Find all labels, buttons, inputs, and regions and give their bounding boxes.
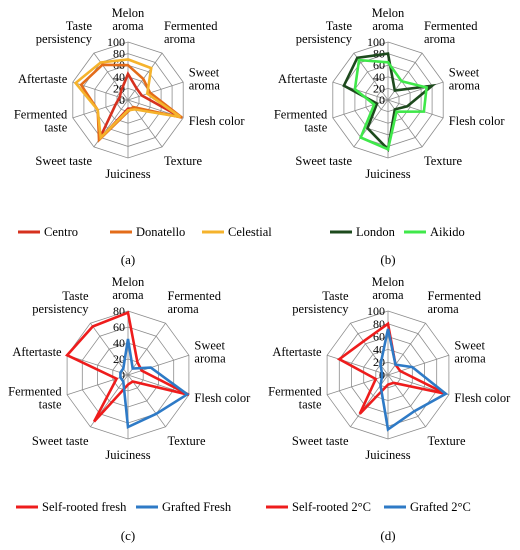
legend-entry: London: [356, 225, 396, 239]
tick-label: 100: [367, 304, 385, 318]
axis-label: Taste persistency: [36, 19, 93, 46]
axis-label: Taste persistency: [292, 289, 349, 316]
axis-label: Fermented aroma: [424, 19, 478, 46]
axis-spoke: [387, 52, 423, 101]
panel-label: (c): [121, 528, 135, 543]
axis-spoke: [387, 99, 423, 148]
axis-label: Aftertaste: [272, 345, 322, 359]
axis-label: Sweet aroma: [449, 66, 481, 93]
axis-spoke: [72, 99, 129, 119]
series-line: [73, 58, 182, 141]
axis-label: Melon aroma: [112, 6, 145, 33]
axis-label: Juiciness: [365, 448, 410, 462]
axis-spoke: [127, 374, 166, 428]
axis-label: Juiciness: [365, 167, 410, 181]
axis-label: Fermented taste: [8, 384, 62, 411]
axis-label: Fermented aroma: [168, 289, 222, 316]
axis-label: Fermented taste: [14, 108, 68, 135]
axis-spoke: [387, 354, 450, 376]
axis-label: Fermented taste: [274, 108, 328, 135]
axis-spoke: [353, 99, 389, 148]
series-line: [79, 63, 183, 143]
legend-entry: Centro: [44, 225, 78, 239]
axis-spoke: [332, 81, 389, 101]
axis-label: Aftertaste: [278, 72, 328, 86]
axis-label: Flesh color: [454, 391, 511, 405]
axis-label: Aftertaste: [18, 72, 68, 86]
axis-label: Sweet taste: [292, 434, 349, 448]
axis-label: Texture: [164, 154, 202, 168]
axis-spoke: [387, 322, 426, 376]
axis-label: Fermented aroma: [428, 289, 482, 316]
axis-label: Sweet aroma: [194, 339, 226, 366]
axis-label: Juiciness: [105, 167, 150, 181]
legend-entry: Celestial: [228, 225, 272, 239]
axis-label: Taste persistency: [32, 289, 89, 316]
axis-label: Sweet taste: [295, 154, 352, 168]
axis-label: Texture: [424, 154, 462, 168]
tick-label: 0: [119, 368, 125, 382]
axis-spoke: [387, 99, 444, 119]
panel-label: (d): [380, 528, 395, 543]
axis-label: Flesh color: [449, 114, 506, 128]
series-line: [97, 70, 182, 141]
tick-label: 0: [379, 93, 385, 107]
axis-label: Texture: [168, 434, 206, 448]
tick-label: 40: [373, 70, 385, 84]
tick-label: 20: [373, 81, 385, 95]
tick-label: 100: [107, 35, 125, 49]
axis-label: Taste persistency: [296, 19, 353, 46]
axis-spoke: [326, 374, 389, 396]
axis-spoke: [127, 322, 166, 376]
tick-label: 0: [119, 93, 125, 107]
axis-label: Juiciness: [105, 448, 150, 462]
panel-label: (b): [380, 252, 395, 267]
tick-label: 100: [367, 35, 385, 49]
legend-entry: Grafted 2°C: [410, 500, 471, 514]
legend-entry: Self-rooted fresh: [42, 500, 127, 514]
panel-label: (a): [121, 252, 135, 267]
axis-spoke: [93, 52, 129, 101]
axis-label: Sweet taste: [35, 154, 92, 168]
legend-entry: Donatello: [136, 225, 185, 239]
series-line: [336, 321, 447, 415]
axis-label: Melon aroma: [112, 275, 145, 302]
axis-label: Flesh color: [189, 114, 246, 128]
axis-label: Texture: [428, 434, 466, 448]
axis-spoke: [127, 52, 163, 101]
axis-label: Melon aroma: [372, 275, 405, 302]
legend-entry: Self-rooted 2°C: [292, 500, 371, 514]
axis-label: Sweet aroma: [189, 66, 221, 93]
axis-label: Sweet taste: [32, 434, 89, 448]
axis-spoke: [332, 99, 389, 119]
axis-spoke: [127, 81, 184, 101]
axis-spoke: [127, 354, 190, 376]
tick-label: 60: [113, 320, 125, 334]
series-line: [353, 58, 429, 152]
axis-label: Fermented taste: [268, 384, 322, 411]
legend-entry: Aikido: [430, 225, 465, 239]
axis-label: Fermented aroma: [164, 19, 218, 46]
axis-label: Melon aroma: [372, 6, 405, 33]
axis-spoke: [66, 354, 129, 376]
axis-label: Aftertaste: [12, 345, 62, 359]
axis-label: Flesh color: [194, 391, 251, 405]
axis-spoke: [90, 322, 129, 376]
tick-label: 20: [113, 352, 125, 366]
legend-entry: Grafted Fresh: [162, 500, 232, 514]
series-line: [119, 338, 190, 429]
tick-label: 40: [113, 336, 125, 350]
axis-spoke: [326, 354, 389, 376]
tick-label: 40: [113, 70, 125, 84]
series-line: [379, 328, 449, 432]
axis-label: Sweet aroma: [454, 339, 486, 366]
tick-label: 80: [113, 47, 125, 61]
